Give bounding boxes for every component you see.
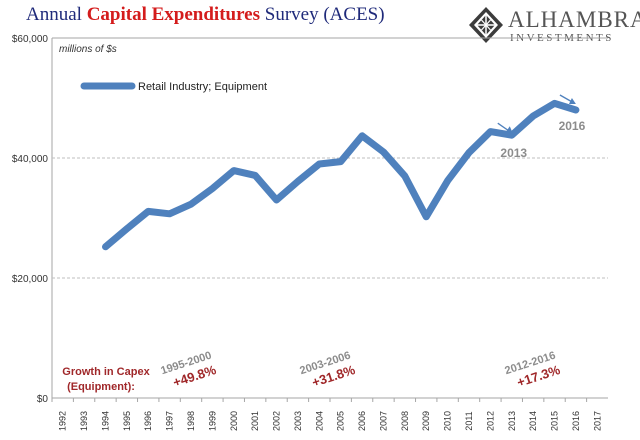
logo-name: ALHAMBRA [508, 7, 640, 32]
x-tick-label: 2017 [592, 411, 602, 431]
data-point [381, 150, 385, 154]
data-point [103, 245, 107, 249]
data-point [531, 114, 535, 118]
arrowhead-2016 [568, 98, 576, 104]
title-part-1: Annual [26, 4, 87, 25]
series-line [102, 99, 580, 251]
x-tick-label: 2010 [443, 411, 453, 431]
x-tick-label: 2012 [485, 411, 495, 431]
x-tick-label: 2003 [293, 411, 303, 431]
annotation-2016: 2016 [559, 119, 586, 133]
y-tick-label: $20,000 [12, 274, 49, 285]
title-part-2: Survey (ACES) [260, 4, 385, 25]
data-point [510, 133, 514, 137]
growth-label-line2: (Equipment): [67, 381, 135, 393]
data-point [403, 174, 407, 178]
x-tick-label: 2005 [336, 411, 346, 431]
x-tick-label: 2008 [400, 411, 410, 431]
data-point [253, 173, 257, 177]
data-point [210, 187, 214, 191]
data-point [125, 227, 129, 231]
x-tick-label: 1998 [186, 411, 196, 431]
growth-label-line1: Growth in Capex [62, 366, 150, 378]
x-tick-label: 1994 [100, 411, 110, 431]
x-tick-label: 2002 [272, 411, 282, 431]
x-tick-label: 1999 [207, 411, 217, 431]
x-tick-label: 2000 [229, 411, 239, 431]
x-tick-label: 2016 [571, 411, 581, 431]
growth-period-group: 2012-2016+17.3% [503, 350, 562, 390]
title-highlight: Capital Expenditures [86, 4, 261, 25]
x-tick-label: 2015 [550, 411, 560, 431]
data-point [275, 198, 279, 202]
x-tick-label: 1996 [143, 411, 153, 431]
x-tick-label: 1997 [165, 411, 175, 431]
x-tick-label: 2009 [421, 411, 431, 431]
diamond-lattice-icon [469, 7, 503, 43]
chart-title: Annual Capital Expenditures Survey (ACES… [26, 4, 385, 26]
data-point [488, 130, 492, 134]
legend-label: Retail Industry; Equipment [138, 81, 267, 93]
data-point [317, 162, 321, 166]
data-point [168, 212, 172, 216]
data-point [339, 160, 343, 164]
x-tick-label: 2004 [314, 411, 324, 431]
growth-period-group: 1995-2000+49.8% [159, 350, 218, 390]
data-point [232, 169, 236, 173]
x-tick-label: 2014 [528, 411, 538, 431]
data-point [446, 179, 450, 183]
x-tick-label: 2013 [507, 411, 517, 431]
x-tick-label: 1992 [58, 411, 68, 431]
x-tick-label: 1993 [79, 411, 89, 431]
x-tick-label: 2011 [464, 411, 474, 430]
data-point [553, 101, 557, 105]
data-point [574, 108, 578, 112]
data-point [146, 209, 150, 213]
data-point [360, 134, 364, 138]
data-point [424, 215, 428, 219]
annotation-2013: 2013 [500, 146, 527, 160]
x-tick-label: 1995 [122, 411, 132, 431]
data-point [296, 179, 300, 183]
growth-period-group: 2003-2006+31.8% [298, 350, 357, 390]
alhambra-logo: ALHAMBRA INVESTMENTS [468, 6, 640, 46]
y-tick-label: $40,000 [12, 154, 49, 165]
x-tick-label: 2007 [378, 411, 388, 431]
y-axis-label: millions of $s [59, 44, 117, 55]
arrowhead-2013 [505, 126, 513, 134]
data-point [189, 202, 193, 206]
y-tick-label: $0 [37, 394, 49, 405]
data-point [467, 151, 471, 155]
x-tick-label: 2001 [250, 411, 260, 431]
y-tick-label: $60,000 [12, 34, 49, 45]
x-tick-label: 2006 [357, 411, 367, 431]
